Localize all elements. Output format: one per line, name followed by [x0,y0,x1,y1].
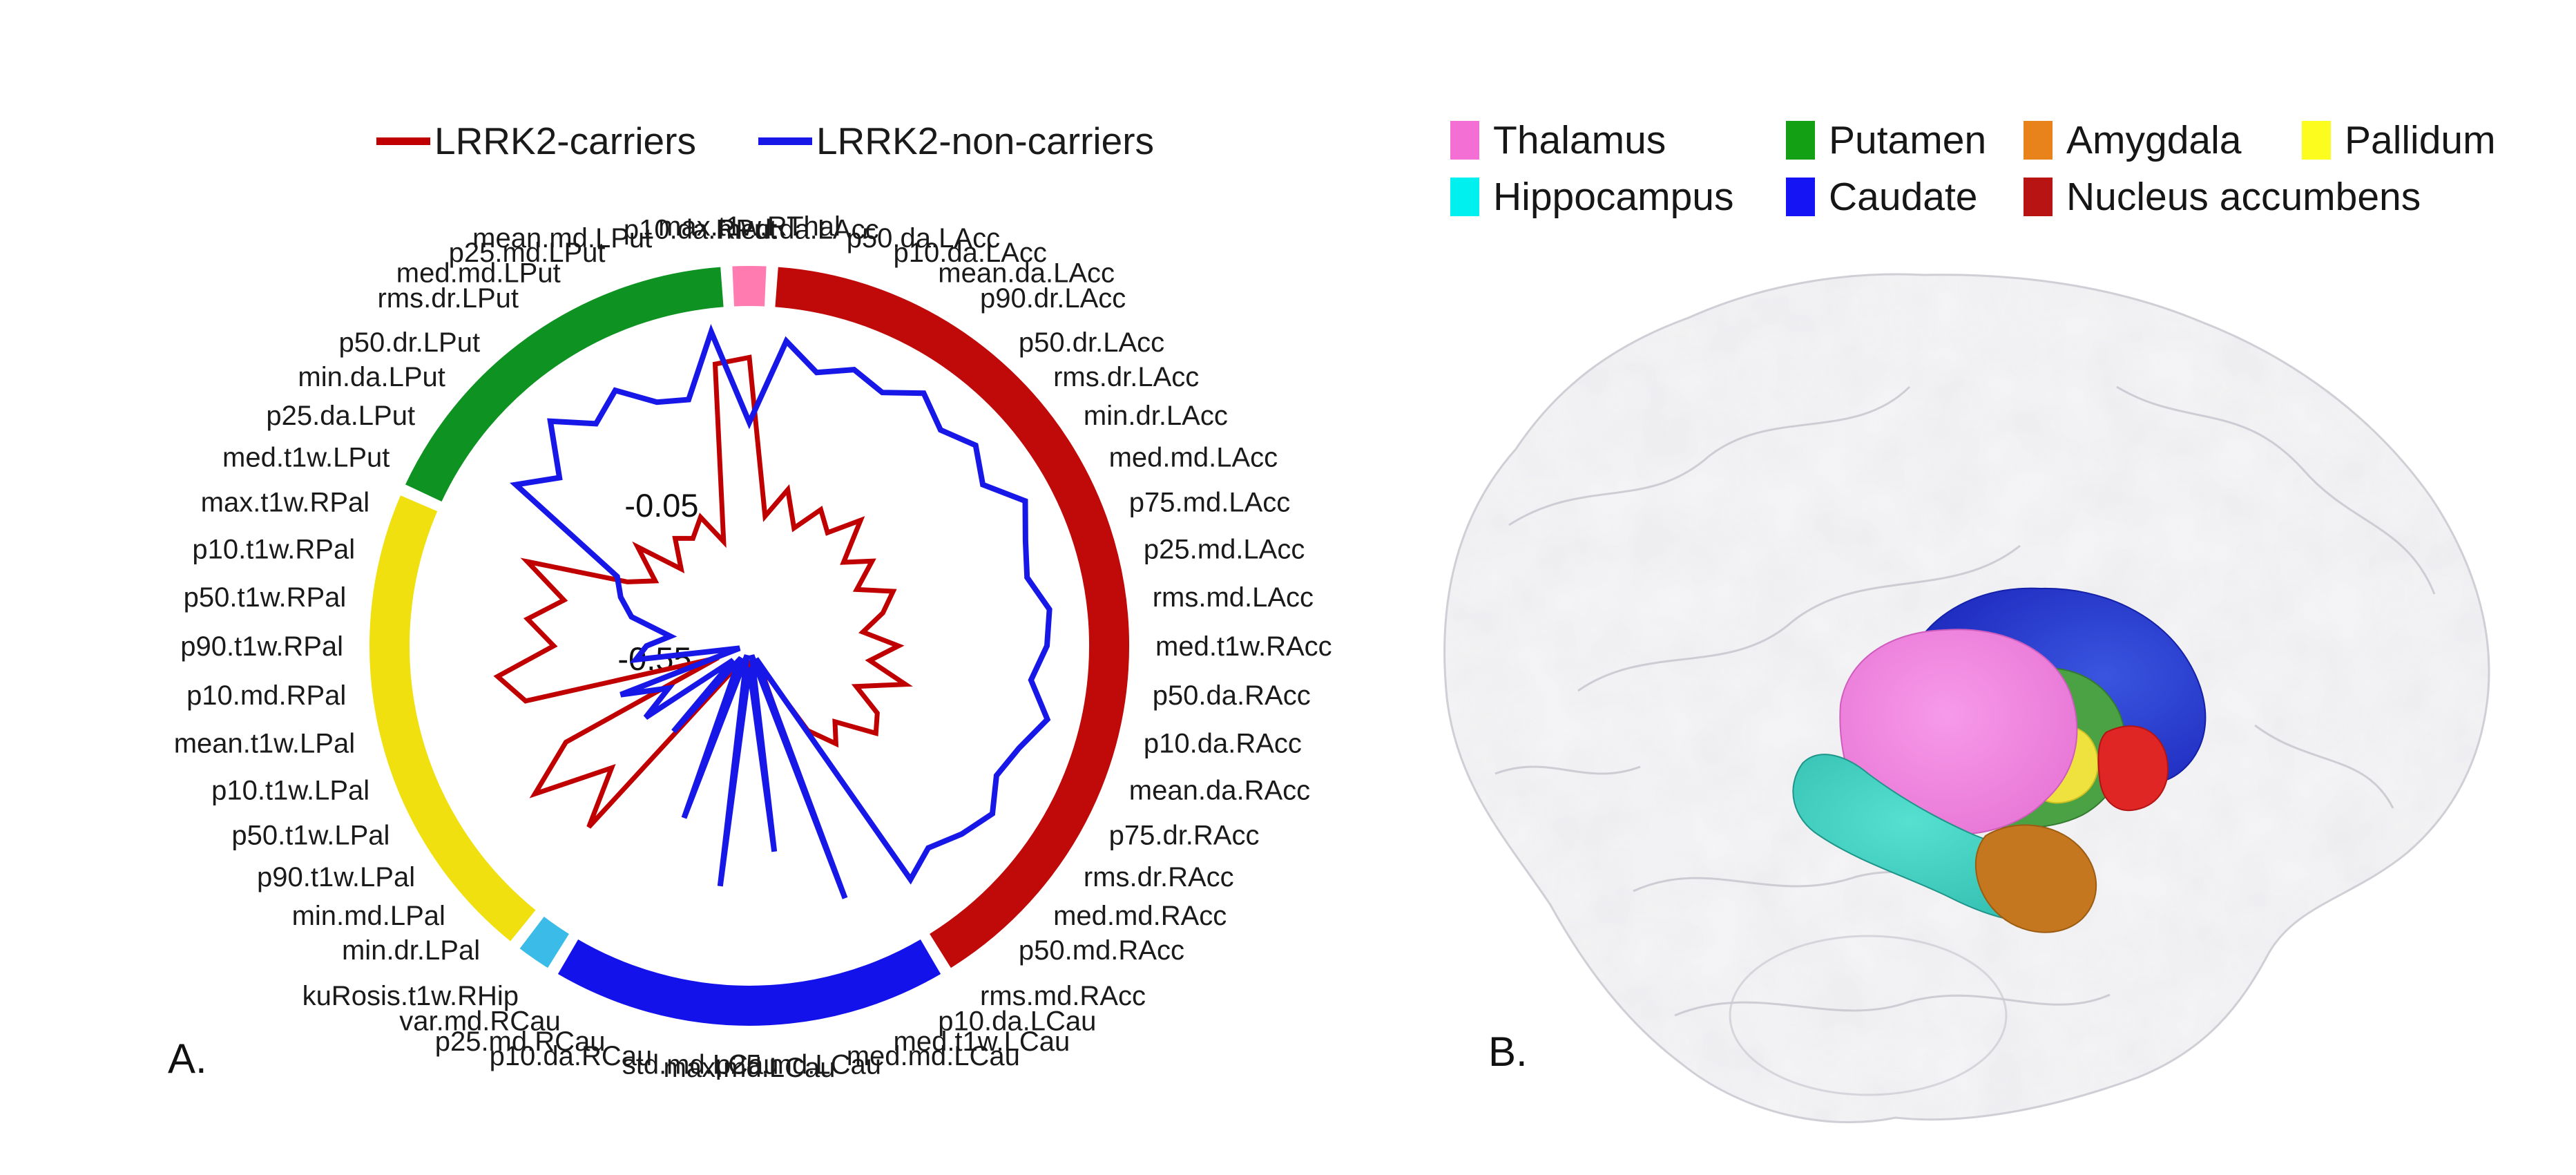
category-label: p10.md.RPal [186,680,346,711]
legend-item-non-carriers: LRRK2-non-carriers [758,119,1154,163]
category-label: med.md.LAcc [1109,443,1278,473]
putamen-label: Putamen [1829,118,1987,162]
panel-a-circular-plot: LRRK2-carriers LRRK2-non-carriers -0.05 … [168,119,1332,1083]
category-label: min.dr.LAcc [1084,401,1228,431]
category-label: p75.dr.RAcc [1109,820,1260,850]
category-label: p10.da.LCau [938,1006,1096,1037]
category-label: rms.md.LAcc [1153,582,1314,613]
category-label: p50.da.RAcc [1153,680,1311,711]
panel-a-letter: A. [168,1035,207,1082]
category-label: med.md.LCau [847,1041,1020,1071]
ring-segment-thalamus [732,265,767,307]
category-label: p10.da.LAcc [894,238,1047,268]
category-label: mean.da.LAcc [938,258,1115,288]
category-label: p10.da.RPut [624,214,777,245]
legend-item-putamen: Putamen [1786,117,1986,163]
category-label: p10.da.RAcc [1144,729,1302,759]
amygdala-label: Amygdala [2066,118,2242,162]
legend-item-carriers: LRRK2-carriers [376,119,696,163]
category-label: med.t1w.LPut [222,443,390,473]
category-label: min.dr.LPal [342,935,480,966]
category-label: p90.t1w.RPal [180,631,343,662]
pallidum-swatch [2302,121,2331,160]
category-label: p10.t1w.LPal [211,776,369,806]
category-label: min.da.LPut [298,362,445,392]
brain-figure [1443,273,2490,1124]
category-label: med.t1w.RAcc [1155,631,1332,662]
category-label: rms.md.RAcc [980,981,1146,1011]
legend-label-non-carriers: LRRK2-non-carriers [816,120,1155,162]
category-label: p50.md.RAcc [1019,935,1184,966]
legend-item-caudate: Caudate [1786,174,1978,220]
hippocampus-swatch [1450,178,1479,216]
category-label: p25.da.LPut [266,401,415,431]
radar-chart: -0.05 -0.55 max.t1w.RThalmed.da.LAccp50.… [174,211,1332,1083]
category-label: p50.da.LAcc [847,223,1000,254]
amygdala-swatch [2024,121,2053,160]
category-label: rms.dr.RAcc [1084,862,1234,892]
nucleus-accumbens-region [2097,725,2169,812]
category-label: med.t1w.LCau [894,1026,1070,1057]
panel-b-letter: B. [1488,1029,1528,1075]
ring-segment-nucleus-accumbens [775,267,1130,968]
category-label: med.md.RAcc [1053,901,1227,931]
category-label: p50.t1w.RPal [184,582,347,613]
ring-segment-hippocampus [519,916,570,968]
category-label: min.md.LPal [292,901,445,931]
non-carriers-line-swatch [758,137,812,145]
nucleus-accumbens-swatch [2024,178,2053,216]
hippocampus-label: Hippocampus [1493,175,1734,219]
putamen-swatch [1786,121,1815,160]
category-label: rms.dr.LPut [377,283,519,314]
category-label: med.da.LAcc [718,214,878,245]
category-label: max.md.LCau [664,1053,836,1083]
legend-item-nucleus-accumbens: Nucleus accumbens [2024,174,2421,220]
category-label: p50.dr.LAcc [1019,327,1164,358]
legend-item-hippocampus: Hippocampus [1450,174,1734,220]
series-line-non-carriers [510,324,1052,899]
category-label: p50.dr.LPut [338,327,480,358]
category-label: mean.md.LPut [472,223,652,254]
nucleus-accumbens-label: Nucleus accumbens [2066,175,2421,219]
category-label: var.md.RCau [399,1006,560,1037]
category-label: rms.dr.LAcc [1053,362,1199,392]
category-label: med.md.LPut [396,258,561,288]
legend-item-amygdala: Amygdala [2024,117,2241,163]
category-label: kuRosis.t1w.RHip [302,981,519,1011]
series-legend: LRRK2-carriers LRRK2-non-carriers [376,119,1154,163]
legend-item-pallidum: Pallidum [2302,117,2496,163]
ring-segment-caudate [557,939,941,1026]
ring-segment-pallidum [369,495,536,942]
category-label: mean.da.RAcc [1129,776,1310,806]
caudate-label: Caudate [1829,175,1978,219]
pallidum-label: Pallidum [2345,118,2496,162]
category-label: p10.t1w.RPal [192,534,355,564]
category-label: p90.dr.LAcc [980,283,1126,314]
thalamus-swatch [1450,121,1479,160]
category-label: p25.md.LCau [715,1050,881,1080]
series-line-carriers [493,354,913,829]
carriers-line-swatch [376,137,430,145]
radial-tick-label-outer: -0.05 [624,487,698,524]
legend-label-carriers: LRRK2-carriers [434,120,696,162]
category-label: std.md.LCau [622,1050,779,1080]
caudate-swatch [1786,178,1815,216]
category-label: p25.md.LPut [449,238,606,268]
category-label: mean.t1w.LPal [174,729,355,759]
category-label: p25.md.LAcc [1144,534,1305,564]
panel-b-brain-render: Thalamus Putamen Amygdala Pallidum Hippo… [1288,0,2576,1175]
category-label: p10.da.RCau [490,1041,653,1071]
category-label: p25.md.RCau [435,1026,606,1057]
category-label: max.t1w.RPal [201,488,370,518]
category-label: p50.t1w.LPal [231,820,390,850]
category-label: max.t1w.RThal [658,211,840,242]
thalamus-label: Thalamus [1493,118,1666,162]
ring-segment-putamen [405,267,724,502]
cerebellum-outline [1729,935,2008,1096]
category-label: p75.md.LAcc [1129,488,1290,518]
legend-item-thalamus: Thalamus [1450,117,1666,163]
amygdala-region [1974,824,2097,933]
category-label: p90.t1w.LPal [257,862,415,892]
